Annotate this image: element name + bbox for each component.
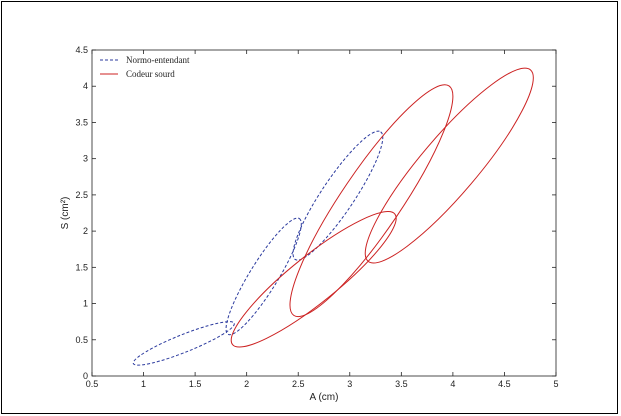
ellipse-codeur-sourd-2: [289, 84, 454, 318]
plot-area-box: [91, 49, 557, 377]
y-tick-label: 1: [83, 299, 88, 309]
ellipse-codeur-sourd-3: [364, 67, 534, 264]
x-tick-label: 4: [450, 379, 455, 389]
x-axis-label: A (cm): [310, 392, 339, 403]
x-tick-label: 5: [553, 379, 558, 389]
y-tick-label: 4: [83, 81, 88, 91]
x-tick-label: 1.5: [189, 379, 202, 389]
y-tick-label: 3.5: [75, 117, 88, 127]
x-tick-label: 4.5: [498, 379, 511, 389]
x-tick-label: 0.5: [86, 379, 99, 389]
y-tick-label: 0: [83, 371, 88, 381]
y-tick-label: 1.5: [75, 262, 88, 272]
x-tick-label: 3.5: [395, 379, 408, 389]
x-tick-label: 1: [141, 379, 146, 389]
legend: Normo-entendant Codeur sourd: [100, 55, 190, 79]
y-tick-label: 2.5: [75, 190, 88, 200]
y-axis-label: S (cm²): [60, 197, 71, 230]
y-tick-label: 0.5: [75, 335, 88, 345]
legend-label-codeur-sourd: Codeur sourd: [126, 69, 175, 79]
ellipse-normo-entendant-1: [132, 321, 235, 366]
y-tick-label: 3: [83, 154, 88, 164]
x-tick-label: 2.5: [292, 379, 305, 389]
data-ellipses: [132, 67, 534, 366]
x-tick-label: 3: [347, 379, 352, 389]
axes: 0.5 1 1.5 2 2.5 3 3.5 4 4.5 500.511.522.533.544.5: [75, 45, 558, 389]
legend-label-normo-entendant: Normo-entendant: [126, 55, 190, 65]
y-tick-label: 4.5: [75, 45, 88, 55]
y-tick-label: 2: [83, 226, 88, 236]
x-tick-label: 2: [244, 379, 249, 389]
ellipse-normo-entendant-3: [292, 130, 384, 261]
ellipse-normo-entendant-2: [225, 217, 302, 336]
ellipse-codeur-sourd-1: [230, 211, 397, 348]
